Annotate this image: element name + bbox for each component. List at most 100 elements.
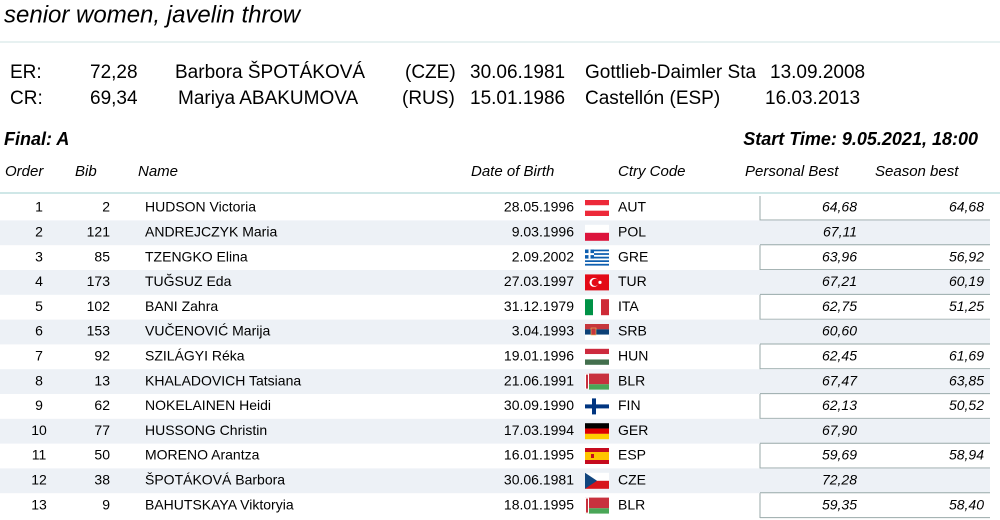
name: SZILÁGYI Réka	[145, 348, 245, 364]
country-code: FIN	[618, 397, 641, 413]
flag	[585, 398, 609, 415]
order: 1	[35, 199, 43, 215]
start-time: Start Time: 9.05.2021, 18:00	[743, 129, 978, 149]
bib: 77	[94, 422, 110, 438]
bib: 13	[94, 372, 110, 388]
bib: 153	[87, 323, 111, 339]
flag-part	[585, 472, 609, 481]
date-of-birth: 28.05.1996	[504, 199, 574, 215]
season-best: 56,92	[949, 248, 984, 264]
flag-part	[586, 498, 588, 513]
record-dob: 15.01.1986	[470, 88, 565, 109]
record-name: Mariya ABAKUMOVA	[178, 88, 359, 109]
record-mark: 69,34	[90, 88, 138, 109]
row-shade	[0, 270, 990, 295]
country-code: CZE	[618, 472, 646, 488]
order: 11	[32, 447, 47, 463]
flag	[585, 497, 609, 514]
flag-part	[585, 423, 609, 429]
name: HUDSON Victoria	[145, 199, 256, 215]
date-of-birth: 16.01.1995	[504, 447, 574, 463]
flag-part	[585, 200, 609, 206]
bib: 173	[87, 273, 111, 289]
personal-best: 63,96	[822, 248, 857, 264]
flag	[585, 224, 609, 241]
season-best: 58,94	[949, 447, 984, 463]
date-of-birth: 18.01.1995	[504, 496, 574, 512]
column-header: Order	[5, 163, 44, 180]
country-code: BLR	[618, 372, 645, 388]
flag-part	[585, 253, 609, 255]
bib: 85	[94, 248, 110, 264]
flag-part	[585, 348, 609, 355]
personal-best: 67,21	[822, 273, 857, 289]
date-of-birth: 21.06.1991	[504, 372, 574, 388]
date-of-birth: 3.04.1993	[512, 323, 574, 339]
name: KHALADOVICH Tatsiana	[145, 372, 301, 388]
order: 6	[35, 323, 43, 339]
country-code: TUR	[618, 273, 647, 289]
record-label: ER:	[10, 62, 42, 83]
order: 2	[35, 224, 43, 240]
country-code: ITA	[618, 298, 639, 314]
order: 8	[35, 372, 43, 388]
flag-part	[585, 329, 609, 335]
column-header: Ctry Code	[618, 163, 686, 180]
country-code: SRB	[618, 323, 647, 339]
row-shade	[0, 369, 990, 394]
flag-part	[585, 258, 609, 261]
flag-part	[585, 404, 609, 409]
personal-best: 72,28	[822, 472, 857, 488]
column-header: Season best	[875, 163, 959, 180]
order: 12	[31, 472, 47, 488]
column-header: Date of Birth	[471, 163, 554, 180]
season-best: 50,52	[949, 397, 984, 413]
country-code: HUN	[618, 348, 648, 364]
flag-part	[585, 359, 609, 365]
name: NOKELAINEN Heidi	[145, 397, 271, 413]
name: ŠPOTÁKOVÁ Barbora	[145, 472, 285, 488]
row-shade	[0, 418, 990, 444]
column-header: Personal Best	[745, 163, 839, 180]
order: 4	[35, 273, 43, 289]
flag-part	[585, 260, 609, 263]
flag-part	[585, 251, 609, 254]
name: MORENO Arantza	[145, 447, 260, 463]
name: VUČENOVIĆ Marija	[145, 323, 270, 339]
personal-best: 60,60	[822, 323, 857, 339]
country-code: GRE	[618, 248, 648, 264]
flag-part	[601, 299, 609, 316]
season-best: 63,85	[949, 372, 984, 388]
flag-part	[585, 210, 609, 216]
flag-part	[585, 262, 609, 264]
flag	[585, 324, 609, 340]
flag	[585, 448, 609, 464]
flag-part	[585, 249, 609, 252]
flag-part	[591, 454, 594, 458]
flag-part	[585, 334, 609, 340]
column-header: Bib	[75, 163, 97, 180]
flag-part	[585, 508, 609, 514]
country-code: POL	[618, 224, 646, 240]
column-header: Name	[138, 163, 178, 180]
row-shade	[0, 319, 990, 345]
order: 9	[35, 397, 43, 413]
flag-part	[585, 324, 609, 330]
personal-best: 62,75	[822, 298, 857, 314]
bib: 121	[87, 224, 111, 240]
date-of-birth: 19.01.1996	[504, 348, 574, 364]
flag-part	[585, 497, 609, 509]
record-label: CR:	[10, 88, 43, 109]
personal-best: 64,68	[822, 199, 857, 215]
flag-part	[585, 299, 593, 316]
row-shade	[0, 220, 990, 246]
season-best: 61,69	[949, 348, 984, 364]
flag	[585, 200, 609, 216]
bib: 102	[87, 298, 111, 314]
flag-part	[585, 232, 609, 241]
flag-part	[585, 253, 594, 256]
record-date: 13.09.2008	[770, 62, 865, 83]
personal-best: 67,90	[822, 422, 857, 438]
date-of-birth: 31.12.1979	[504, 298, 574, 314]
